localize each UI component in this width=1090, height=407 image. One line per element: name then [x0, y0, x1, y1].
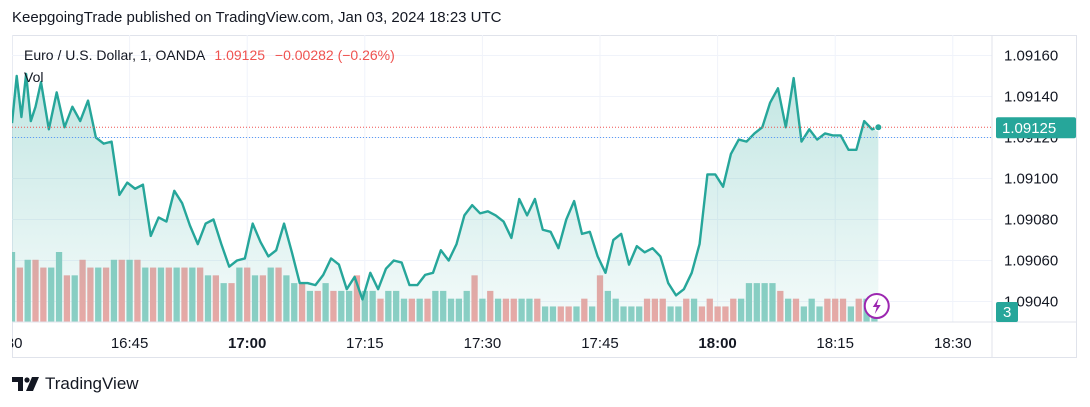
- x-tick-label: 17:30: [464, 335, 502, 352]
- price-area: [12, 73, 879, 322]
- y-tick-label: 1.09160: [1004, 48, 1058, 65]
- x-tick-label: 17:15: [346, 335, 384, 352]
- volume-badge-label: 3: [1003, 304, 1011, 321]
- footer-brand-text: TradingView: [45, 374, 139, 393]
- y-tick-label: 1.09060: [1004, 253, 1058, 270]
- price-chart[interactable]: 1.091601.091401.091201.091001.090801.090…: [12, 35, 1077, 358]
- y-tick-label: 1.09080: [1004, 212, 1058, 229]
- volume-label: Vol: [24, 69, 44, 85]
- chart-legend: Euro / U.S. Dollar, 1, OANDA 1.09125 −0.…: [24, 47, 395, 63]
- last-price-badge: [996, 117, 1076, 139]
- x-tick-label: 18:00: [698, 335, 736, 352]
- price-line: [12, 72, 879, 301]
- tradingview-logo-icon: [12, 377, 39, 391]
- legend-symbol: Euro / U.S. Dollar, 1, OANDA: [24, 47, 205, 63]
- x-tick-label: 17:00: [228, 335, 266, 352]
- lightning-icon[interactable]: [863, 293, 890, 319]
- legend-last-price: 1.09125: [214, 47, 266, 63]
- x-tick-label: 18:30: [934, 335, 972, 352]
- y-tick-label: 1.09100: [1004, 171, 1058, 188]
- y-tick-label: 1.09140: [1004, 89, 1058, 106]
- legend-change: −0.00282 (−0.26%): [274, 47, 395, 63]
- published-header: KeepgoingTrade published on TradingView.…: [12, 9, 502, 26]
- x-tick-label: :30: [12, 335, 22, 352]
- last-price-badge-label: 1.09125: [1002, 120, 1056, 137]
- last-price-marker: [874, 123, 883, 132]
- x-tick-label: 16:45: [111, 335, 149, 352]
- volume-badge: [996, 302, 1018, 322]
- x-tick-label: 18:15: [816, 335, 854, 352]
- footer-brand[interactable]: TradingView: [12, 374, 139, 394]
- x-tick-label: 17:45: [581, 335, 619, 352]
